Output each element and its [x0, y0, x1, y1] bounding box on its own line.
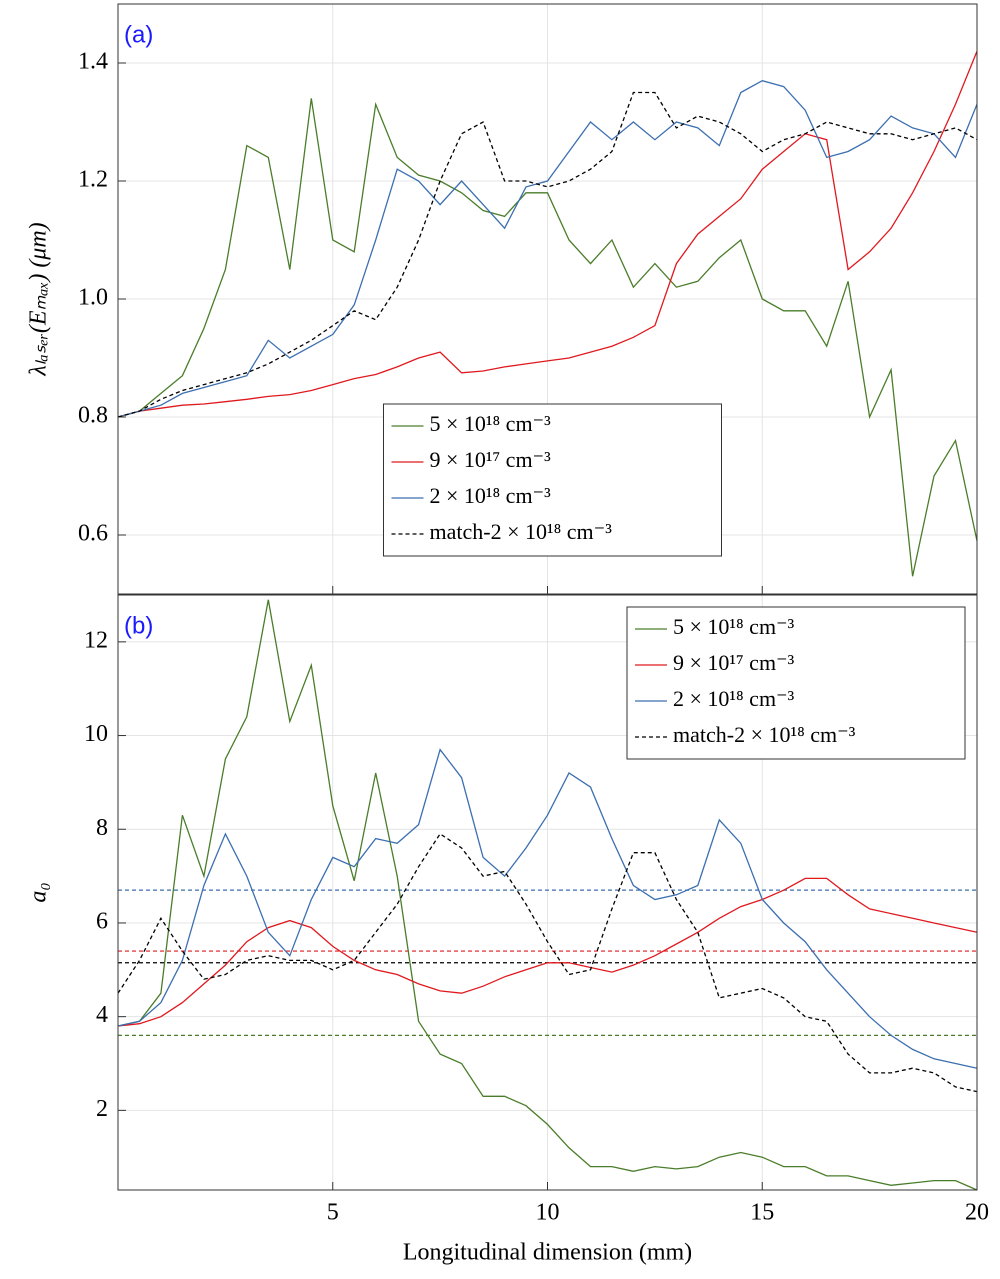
- y-axis-label: a₀: [26, 882, 52, 902]
- x-axis-label: Longitudinal dimension (mm): [403, 1240, 692, 1266]
- plot-frame: [117, 594, 978, 1191]
- panel-label: (b): [124, 612, 153, 639]
- series-line: [117, 80, 978, 418]
- legend-label: match-2 × 10¹⁸ cm⁻³: [430, 519, 613, 544]
- series-line: [117, 98, 978, 577]
- legend-label: 2 × 10¹⁸ cm⁻³: [673, 686, 795, 711]
- y-tick-label: 2: [96, 1096, 108, 1122]
- y-tick-label: 0.8: [78, 403, 108, 429]
- series-line: [117, 832, 978, 1093]
- y-tick-label: 4: [96, 1002, 108, 1028]
- y-tick-label: 0.6: [78, 521, 108, 547]
- x-tick-label: 20: [965, 1200, 989, 1226]
- legend-label: 5 × 10¹⁸ cm⁻³: [673, 614, 795, 639]
- y-tick-label: 8: [96, 815, 108, 841]
- legend-label: 2 × 10¹⁸ cm⁻³: [430, 483, 552, 508]
- legend-box: [383, 403, 722, 557]
- legend: 5 × 10¹⁸ cm⁻³ 9 × 10¹⁷ cm⁻³ 2 × 10¹⁸ cm⁻³ m…: [383, 403, 722, 557]
- y-tick-label: 1.0: [78, 285, 108, 311]
- legend-label: 5 × 10¹⁸ cm⁻³: [430, 411, 552, 436]
- y-tick-label: 1.2: [78, 167, 108, 193]
- panel-label: (a): [124, 21, 153, 48]
- series-line: [117, 599, 978, 1191]
- x-tick-label: 10: [536, 1200, 560, 1226]
- series-line: [117, 877, 978, 1027]
- y-tick-label: 6: [96, 908, 108, 934]
- legend-label: 9 × 10¹⁷ cm⁻³: [430, 447, 552, 472]
- y-tick-label: 1.4: [78, 49, 108, 75]
- y-axis-label: λₗₐₛₑᵣ(Eₘₐₓ) (μm): [26, 222, 52, 376]
- series-line: [117, 50, 978, 418]
- legend: 5 × 10¹⁸ cm⁻³ 9 × 10¹⁷ cm⁻³ 2 × 10¹⁸ cm⁻³ m…: [626, 606, 966, 760]
- plot-frame: [117, 3, 978, 595]
- legend-label: 9 × 10¹⁷ cm⁻³: [673, 650, 795, 675]
- legend-label: match-2 × 10¹⁸ cm⁻³: [673, 722, 856, 747]
- y-tick-label: 10: [84, 721, 108, 747]
- x-tick-label: 15: [750, 1200, 774, 1226]
- legend-box: [626, 606, 966, 760]
- x-tick-label: 5: [327, 1200, 339, 1226]
- series-line: [117, 748, 978, 1069]
- y-tick-label: 12: [84, 627, 108, 653]
